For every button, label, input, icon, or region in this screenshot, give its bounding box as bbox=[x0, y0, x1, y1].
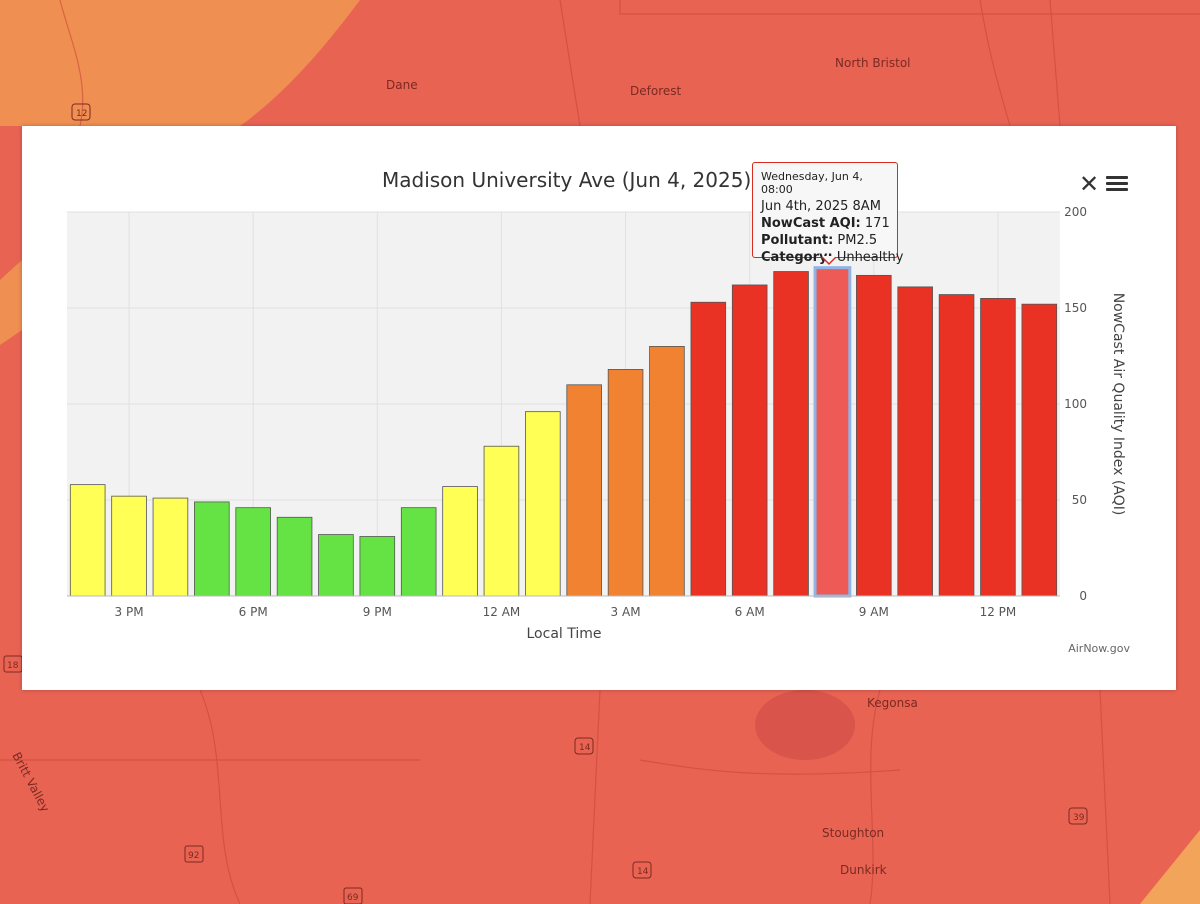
chart-title: Madison University Ave (Jun 4, 2025) bbox=[382, 168, 751, 192]
y-tick-label: 50 bbox=[1072, 493, 1087, 507]
map-label-dunkirk: Dunkirk bbox=[840, 863, 887, 877]
y-axis-ticks: 0 50 100 150 200 bbox=[1064, 205, 1087, 603]
chart-popup-panel: 3 PM 6 PM 9 PM 12 AM 3 AM 6 AM 9 AM 12 PM 0 50 10… bbox=[22, 126, 1176, 690]
bar-12-pm[interactable] bbox=[980, 297, 1016, 597]
bar-6-am[interactable] bbox=[731, 284, 768, 597]
bar-4-pm[interactable] bbox=[152, 497, 189, 597]
x-tick-label: 3 PM bbox=[115, 605, 144, 619]
y-tick-label: 150 bbox=[1064, 301, 1087, 315]
map-label-north-bristol: North Bristol bbox=[835, 56, 911, 70]
bar-6-pm[interactable] bbox=[235, 507, 271, 597]
x-axis-ticks: 3 PM 6 PM 9 PM 12 AM 3 AM 6 AM 9 AM 12 PM bbox=[115, 605, 1017, 619]
bar-tooltip: Wednesday, Jun 4, 08:00 Jun 4th, 2025 8A… bbox=[752, 162, 903, 265]
map-label-kegonsa: Kegonsa bbox=[867, 696, 918, 710]
x-axis-title: Local Time bbox=[527, 626, 602, 642]
svg-text:18: 18 bbox=[7, 661, 19, 671]
svg-text:14: 14 bbox=[579, 743, 591, 753]
tooltip-time: Jun 4th, 2025 8AM bbox=[761, 199, 881, 214]
svg-text:14: 14 bbox=[637, 867, 649, 877]
y-tick-label: 0 bbox=[1079, 589, 1087, 603]
x-tick-label: 6 AM bbox=[735, 605, 765, 619]
svg-text:39: 39 bbox=[1073, 813, 1085, 823]
y-tick-label: 200 bbox=[1064, 205, 1087, 219]
bar-3-am[interactable] bbox=[607, 369, 644, 597]
bar-3-pm[interactable] bbox=[111, 495, 147, 597]
bar-11-am[interactable] bbox=[938, 294, 975, 597]
x-tick-label: 12 AM bbox=[483, 605, 521, 619]
x-tick-label: 9 PM bbox=[363, 605, 392, 619]
close-button[interactable]: ✕ bbox=[1078, 170, 1100, 198]
map-label-stoughton: Stoughton bbox=[822, 826, 884, 840]
x-tick-label: 3 AM bbox=[611, 605, 641, 619]
map-label-dane: Dane bbox=[386, 78, 418, 92]
svg-text:69: 69 bbox=[347, 893, 359, 903]
credits-link[interactable]: AirNow.gov bbox=[1068, 642, 1130, 655]
tooltip-category: Category: Unhealthy bbox=[761, 250, 904, 265]
tooltip-aqi: NowCast AQI: 171 bbox=[761, 216, 890, 231]
route-shield-69: 69 bbox=[343, 887, 363, 904]
map-aqi-usg-zone-corner bbox=[1140, 830, 1200, 904]
svg-text:92: 92 bbox=[188, 851, 199, 861]
bar-8-am[interactable] bbox=[813, 266, 852, 598]
y-tick-label: 100 bbox=[1064, 397, 1087, 411]
lake-kegonsa bbox=[755, 690, 855, 760]
bar-10-pm[interactable] bbox=[400, 507, 437, 597]
route-shield-12: 12 bbox=[71, 103, 91, 121]
tooltip-header: Wednesday, Jun 4, 08:00 bbox=[761, 170, 863, 196]
x-tick-label: 9 AM bbox=[859, 605, 889, 619]
bar-5-am[interactable] bbox=[690, 301, 727, 597]
y-axis-title: NowCast Air Quality Index (AQI) bbox=[1110, 293, 1126, 516]
route-shield-14-north: 14 bbox=[574, 737, 594, 755]
bar-4-am[interactable] bbox=[649, 345, 685, 597]
bar-8-pm[interactable] bbox=[318, 534, 354, 597]
x-tick-label: 6 PM bbox=[239, 605, 268, 619]
map-aqi-usg-zone-left bbox=[0, 260, 22, 345]
bar-11-pm[interactable] bbox=[442, 486, 478, 597]
aqi-bar-chart: 3 PM 6 PM 9 PM 12 AM 3 AM 6 AM 9 AM 12 PM 0 50 10… bbox=[67, 168, 1130, 655]
bar-7-pm[interactable] bbox=[276, 516, 313, 597]
route-shield-92: 92 bbox=[184, 845, 204, 863]
bar-10-am[interactable] bbox=[897, 286, 933, 597]
x-tick-label: 12 PM bbox=[980, 605, 1017, 619]
bar-2-pm[interactable] bbox=[69, 484, 106, 597]
bar-2-am[interactable] bbox=[566, 384, 602, 597]
tooltip-pollutant: Pollutant: PM2.5 bbox=[761, 233, 878, 248]
bar-9-pm[interactable] bbox=[359, 536, 396, 597]
bar-7-am[interactable] bbox=[773, 271, 809, 597]
svg-text:12: 12 bbox=[76, 109, 87, 119]
map-aqi-usg-zone bbox=[0, 0, 360, 126]
bar-series bbox=[69, 266, 1058, 598]
bar-1-pm[interactable] bbox=[1021, 303, 1058, 597]
bar-1-am[interactable] bbox=[525, 411, 561, 597]
bar-12-am[interactable] bbox=[483, 445, 520, 597]
route-shield-14-south: 14 bbox=[632, 861, 652, 879]
bar-5-pm[interactable] bbox=[194, 501, 230, 597]
chart-menu-icon[interactable] bbox=[1106, 176, 1128, 194]
map-label-deforest: Deforest bbox=[630, 84, 681, 98]
bar-9-am[interactable] bbox=[856, 274, 892, 597]
route-shield-39: 39 bbox=[1068, 807, 1088, 825]
